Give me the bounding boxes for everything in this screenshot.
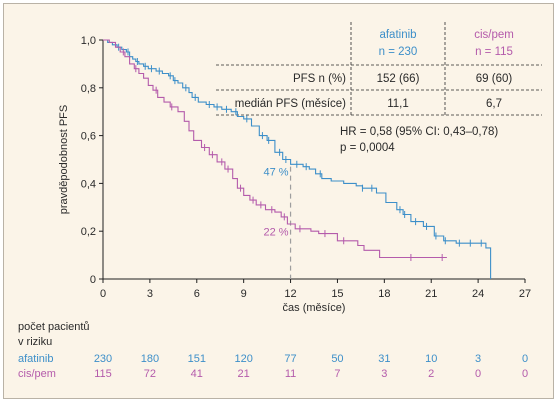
table-cell-afatinib: 152 (66) <box>377 73 420 85</box>
risk-count: 72 <box>144 368 156 380</box>
annotation-text: p = 0,0004 <box>340 142 395 154</box>
y-tick-label: 0,4 <box>81 178 96 190</box>
risk-row-label: afatinib <box>18 353 53 365</box>
x-tick-label: 3 <box>147 288 153 300</box>
risk-count: 10 <box>425 353 437 365</box>
x-tick-label: 15 <box>331 288 343 300</box>
y-tick-label: 1,0 <box>81 35 96 47</box>
table-col-n: n = 115 <box>475 46 513 58</box>
table-row-label: medián PFS (měsíce) <box>235 98 346 110</box>
risk-count: 3 <box>381 368 387 380</box>
x-tick-label: 27 <box>519 288 531 300</box>
x-axis-title: čas (měsíce) <box>283 302 346 314</box>
x-tick-label: 24 <box>472 288 484 300</box>
risk-count: 21 <box>238 368 250 380</box>
risk-row-label: cis/pem <box>18 368 56 380</box>
table-cell-cispem: 69 (60) <box>476 73 513 85</box>
axes-layer: 0 3 6 9 12 15 18 21 24 27 0 0,2 0,4 0,6 0,8 1,0 čas (měs… <box>58 35 531 314</box>
risk-count: 230 <box>94 353 112 365</box>
risk-count: 3 <box>475 353 481 365</box>
risk-count: 2 <box>428 368 434 380</box>
x-tick-label: 12 <box>284 288 296 300</box>
risk-table-title: počet pacientů <box>18 321 90 333</box>
table-cell-cispem: 6,7 <box>486 98 502 110</box>
annotation-text: HR = 0,58 (95% CI: 0,43–0,78) <box>340 126 498 138</box>
reference-label-afatinib: 47 % <box>263 167 288 179</box>
curve-afatinib <box>103 39 492 279</box>
table-col-n: n = 230 <box>379 46 418 58</box>
table-col-head: cis/pem <box>474 29 514 41</box>
table-row-label: PFS n (%) <box>293 73 346 85</box>
risk-count: 77 <box>284 353 296 365</box>
risk-count: 41 <box>191 368 203 380</box>
risk-count: 7 <box>334 368 340 380</box>
risk-count: 50 <box>331 353 343 365</box>
y-axis-title: pravděpodobnost PFS <box>58 105 70 214</box>
risk-count: 0 <box>522 353 528 365</box>
table-cell-afatinib: 11,1 <box>387 98 409 110</box>
risk-count: 120 <box>234 353 252 365</box>
risk-count: 0 <box>475 368 481 380</box>
x-tick-label: 0 <box>100 288 106 300</box>
x-tick-label: 18 <box>378 288 390 300</box>
x-tick-label: 21 <box>425 288 437 300</box>
x-tick-label: 9 <box>241 288 247 300</box>
y-tick-label: 0,2 <box>81 226 96 238</box>
risk-count: 180 <box>141 353 159 365</box>
risk-table-subtitle: v riziku <box>18 336 52 348</box>
reference-label-cispem: 22 % <box>263 226 288 238</box>
y-tick-label: 0,8 <box>81 83 96 95</box>
summary-table: afatinib n = 230 cis/pem n = 115 PFS n (%) 15… <box>216 22 542 154</box>
risk-count: 115 <box>94 368 112 380</box>
x-tick-label: 6 <box>194 288 200 300</box>
y-tick-label: 0 <box>90 274 96 286</box>
table-col-head: afatinib <box>379 29 416 41</box>
risk-count: 31 <box>378 353 390 365</box>
risk-count: 0 <box>522 368 528 380</box>
y-tick-label: 0,6 <box>81 131 96 143</box>
curve-cispem <box>103 39 447 259</box>
risk-count: 151 <box>188 353 206 365</box>
chart-panel: 0 3 6 9 12 15 18 21 24 27 0 0,2 0,4 0,6 0,8 1,0 čas (měs… <box>3 3 554 399</box>
survival-curves: 47 % 22 % <box>103 39 492 279</box>
risk-count: 11 <box>285 368 296 380</box>
